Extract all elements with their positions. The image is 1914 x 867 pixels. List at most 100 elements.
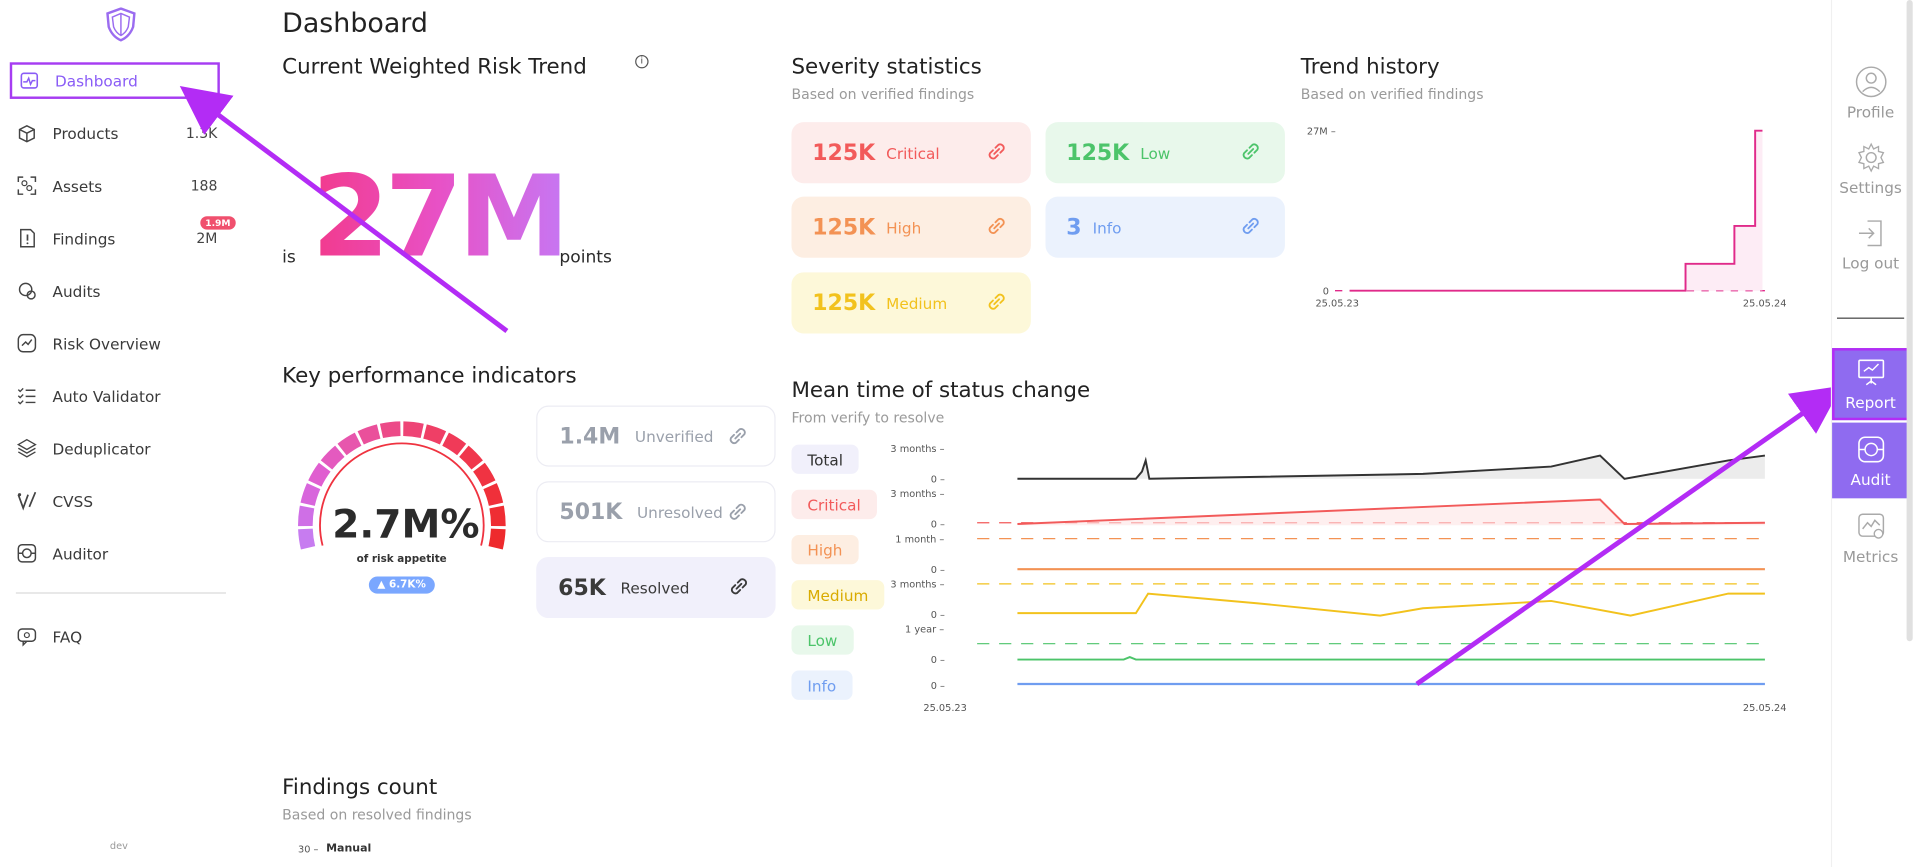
sidebar-item-label: CVSS [52, 491, 94, 510]
audits-icon [16, 280, 38, 302]
chart-line-icon [16, 332, 38, 354]
y-label-medium-max: 3 months – [890, 579, 944, 590]
severity-value: 125K [812, 214, 876, 241]
link-icon[interactable] [1238, 214, 1262, 238]
severity-card-medium[interactable]: 125K Medium [791, 272, 1031, 334]
faq-icon [16, 625, 38, 647]
sidebar-item-risk-overview[interactable]: Risk Overview [10, 325, 220, 362]
risk-prefix: is [282, 247, 296, 268]
link-icon[interactable] [984, 139, 1008, 163]
severity-card-critical[interactable]: 125K Critical [791, 122, 1031, 184]
assets-icon [16, 175, 38, 197]
kpi-card-resolved[interactable]: 65K Resolved [536, 556, 776, 619]
findings-badge: 1.9M [200, 216, 236, 230]
severity-card-high[interactable]: 125K High [791, 196, 1031, 258]
sidebar-item-products[interactable]: Products 1.3K [10, 115, 220, 152]
mean-time-title: Mean time of status change [791, 378, 1091, 404]
mean-time-tag-medium[interactable]: Medium [791, 580, 885, 610]
sidebar-divider [15, 592, 226, 594]
sidebar-item-label: Auto Validator [52, 386, 161, 405]
trend-history-chart: 27M – 0 25.05.23 25.05.24 [1307, 126, 1787, 310]
mean-time-chart: 3 months – 0 – 3 months – 0 – 1 month – … [890, 444, 1786, 714]
link-icon[interactable] [1238, 139, 1262, 163]
sidebar-item-auto-validator[interactable]: Auto Validator [10, 377, 220, 414]
sidebar-item-cvss[interactable]: CVSS [10, 482, 220, 519]
sidebar-item-deduplicator[interactable]: Deduplicator [10, 430, 220, 467]
mean-time-tag-total[interactable]: Total [791, 444, 859, 474]
severity-label: High [886, 218, 922, 237]
findings-icon [16, 227, 38, 249]
sidebar-item-label: Audits [52, 281, 101, 300]
sidebar-item-label: Auditor [52, 544, 109, 563]
y-label-high-max: 1 month – [895, 534, 944, 545]
severity-value: 3 [1066, 214, 1082, 241]
gauge-segment [308, 462, 331, 487]
profile-icon [1855, 65, 1886, 97]
gauge-segment [403, 421, 424, 439]
info-icon[interactable]: i [635, 54, 649, 69]
dashboard-icon [18, 70, 40, 92]
rail-settings[interactable]: Settings [1832, 134, 1909, 202]
assets-count: 188 [190, 177, 218, 195]
link-icon[interactable] [984, 214, 1008, 238]
y-label-total-min: 0 – [931, 474, 945, 485]
y-label-critical-min: 0 – [931, 520, 945, 531]
risk-appetite-gauge [298, 421, 506, 550]
severity-card-low[interactable]: 125K Low [1045, 122, 1285, 184]
trend-y-max: 27M – [1307, 126, 1336, 137]
sidebar-item-auditor[interactable]: Auditor [10, 535, 220, 572]
severity-value: 125K [812, 139, 876, 166]
gauge-value: 2.7M% [332, 500, 480, 548]
sidebar-item-label: Findings [52, 229, 116, 248]
gauge-segment [298, 505, 315, 527]
kpi-card-unverified[interactable]: 1.4M Unverified [536, 405, 776, 467]
sidebar-item-dashboard[interactable]: Dashboard [9, 62, 220, 99]
gear-icon [1857, 142, 1884, 172]
severity-title: Severity statistics [791, 54, 982, 80]
link-icon[interactable] [727, 574, 751, 598]
severity-value: 125K [1066, 139, 1130, 166]
kpi-card-unresolved[interactable]: 501K Unresolved [536, 481, 776, 543]
sidebar-item-assets[interactable]: Assets 188 [10, 167, 220, 204]
rail-logout[interactable]: Log out [1832, 210, 1909, 278]
products-count: 1.3K [185, 124, 218, 142]
sidebar-item-findings[interactable]: Findings 2M [10, 220, 220, 257]
gauge-inner-arc [319, 442, 485, 546]
rail-metrics[interactable]: Metrics [1832, 503, 1909, 571]
trend-title: Trend history [1300, 54, 1440, 80]
rail-profile[interactable]: Profile [1832, 59, 1909, 127]
rail-audit[interactable]: Audit [1832, 422, 1910, 499]
y-label-info-min: 0 – [931, 681, 945, 692]
mean-time-subtitle: From verify to resolve [791, 409, 945, 427]
link-icon[interactable] [726, 424, 750, 448]
gauge-segment [357, 424, 381, 445]
rail-report[interactable]: Report [1832, 348, 1910, 421]
rail-settings-label: Settings [1839, 177, 1902, 197]
sidebar-item-audits[interactable]: Audits [10, 272, 220, 309]
sidebar-item-faq[interactable]: FAQ [10, 618, 220, 655]
sidebar-item-label: Risk Overview [52, 334, 161, 353]
trend-subtitle: Based on verified findings [1300, 85, 1484, 103]
link-icon[interactable] [726, 500, 750, 524]
rail-metrics-label: Metrics [1842, 546, 1899, 565]
mean-time-tag-low[interactable]: Low [791, 625, 854, 655]
findings-series-label: Manual [326, 842, 372, 855]
low-line [1017, 656, 1765, 661]
mt-x-start: 25.05.23 [923, 703, 967, 714]
mean-time-tag-high[interactable]: High [791, 534, 859, 565]
severity-label: Medium [886, 293, 948, 313]
rail-logout-label: Log out [1842, 253, 1900, 272]
mean-time-tag-info[interactable]: Info [791, 670, 853, 700]
trend-x-end: 25.05.24 [1743, 299, 1787, 310]
gauge-segment [442, 432, 467, 456]
shield-logo-icon[interactable] [105, 7, 137, 42]
link-icon[interactable] [984, 289, 1008, 313]
page-scrollbar[interactable] [1906, 0, 1913, 642]
mt-x-end: 25.05.24 [1743, 703, 1786, 714]
right-rail: Profile Settings Log out Report Audit Me… [1830, 0, 1914, 867]
severity-card-info[interactable]: 3 Info [1045, 196, 1285, 258]
gauge-segment [298, 528, 316, 550]
mean-time-tag-critical[interactable]: Critical [791, 489, 877, 520]
gauge-segment [488, 528, 506, 550]
rail-profile-label: Profile [1846, 101, 1895, 121]
